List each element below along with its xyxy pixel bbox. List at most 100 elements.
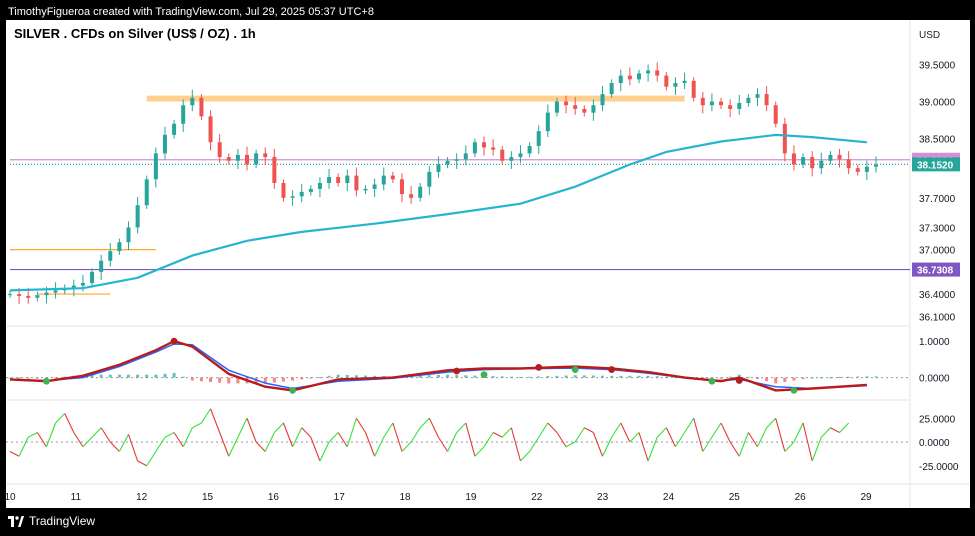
- macd-cross-dot[interactable]: [790, 386, 798, 394]
- candle-body[interactable]: [135, 205, 140, 228]
- candle-body[interactable]: [655, 70, 660, 76]
- candle-body[interactable]: [90, 271, 95, 283]
- candle-body[interactable]: [117, 242, 122, 252]
- candle-body[interactable]: [190, 97, 195, 106]
- candle-body[interactable]: [855, 168, 860, 172]
- candle-body[interactable]: [290, 196, 295, 198]
- candle-body[interactable]: [281, 183, 286, 198]
- candle-body[interactable]: [17, 294, 22, 296]
- candle-body[interactable]: [8, 294, 12, 296]
- candle-body[interactable]: [491, 147, 496, 150]
- candle-body[interactable]: [381, 175, 386, 185]
- candle-body[interactable]: [518, 153, 523, 158]
- macd-cross-dot[interactable]: [608, 366, 616, 373]
- candle-body[interactable]: [709, 101, 714, 106]
- price-pane[interactable]: [8, 62, 910, 305]
- candle-body[interactable]: [682, 80, 687, 84]
- candle-body[interactable]: [245, 154, 250, 165]
- candle-body[interactable]: [819, 160, 824, 169]
- candle-body[interactable]: [80, 282, 85, 286]
- candle-body[interactable]: [126, 227, 131, 243]
- macd-cross-dot[interactable]: [170, 337, 178, 345]
- candle-body[interactable]: [345, 175, 350, 183]
- candle-body[interactable]: [846, 159, 851, 169]
- candle-body[interactable]: [226, 157, 231, 161]
- candle-body[interactable]: [764, 94, 769, 106]
- macd-cross-dot[interactable]: [289, 386, 296, 394]
- macd-cross-dot[interactable]: [480, 371, 488, 379]
- candle-body[interactable]: [263, 153, 268, 158]
- candle-body[interactable]: [728, 105, 733, 109]
- candle-body[interactable]: [436, 164, 441, 172]
- candle-body[interactable]: [299, 191, 304, 197]
- candle-body[interactable]: [500, 149, 505, 161]
- tradingview-logo[interactable]: TradingView: [8, 514, 95, 528]
- candle-body[interactable]: [527, 145, 532, 154]
- candle-body[interactable]: [363, 188, 368, 191]
- candle-body[interactable]: [472, 142, 477, 154]
- candle-body[interactable]: [591, 105, 596, 113]
- candle-body[interactable]: [454, 159, 459, 161]
- candle-body[interactable]: [272, 157, 277, 183]
- candle-body[interactable]: [536, 131, 541, 146]
- candle-body[interactable]: [874, 164, 878, 167]
- oscillator-pane[interactable]: [6, 408, 910, 467]
- macd-line[interactable]: [9, 339, 867, 392]
- candle-body[interactable]: [810, 157, 815, 169]
- candle-body[interactable]: [627, 75, 632, 80]
- candle-body[interactable]: [35, 295, 40, 298]
- candle-body[interactable]: [336, 177, 341, 183]
- candle-body[interactable]: [409, 194, 414, 198]
- candle-body[interactable]: [554, 101, 559, 113]
- candle-body[interactable]: [53, 290, 58, 293]
- candle-body[interactable]: [482, 142, 487, 148]
- candle-body[interactable]: [573, 105, 578, 109]
- candle-body[interactable]: [26, 295, 31, 298]
- candle-body[interactable]: [354, 175, 359, 191]
- candle-body[interactable]: [646, 70, 651, 74]
- candle-body[interactable]: [801, 157, 806, 165]
- macd-cross-dot[interactable]: [453, 367, 461, 375]
- candle-body[interactable]: [463, 153, 468, 160]
- candle-body[interactable]: [791, 153, 796, 165]
- candle-body[interactable]: [399, 179, 404, 195]
- chart-area[interactable]: SILVER . CFDs on Silver (US$ / OZ) . 1h …: [4, 20, 970, 508]
- candle-body[interactable]: [673, 83, 678, 87]
- candle-body[interactable]: [390, 175, 395, 180]
- candle-body[interactable]: [582, 108, 587, 113]
- candle-body[interactable]: [445, 160, 450, 165]
- candle-body[interactable]: [172, 123, 177, 135]
- candle-body[interactable]: [235, 154, 240, 161]
- candle-body[interactable]: [719, 101, 724, 106]
- candle-body[interactable]: [737, 103, 742, 109]
- candle-body[interactable]: [308, 188, 313, 192]
- candle-body[interactable]: [618, 75, 623, 84]
- candle-body[interactable]: [509, 157, 514, 161]
- candle-body[interactable]: [837, 154, 842, 160]
- candle-body[interactable]: [181, 105, 186, 124]
- candle-body[interactable]: [71, 285, 76, 289]
- candle-body[interactable]: [755, 94, 760, 98]
- macd-cross-dot[interactable]: [735, 377, 743, 384]
- macd-pane[interactable]: [6, 337, 910, 394]
- candle-body[interactable]: [208, 116, 213, 143]
- candle-body[interactable]: [254, 153, 259, 165]
- candle-body[interactable]: [153, 153, 158, 180]
- candle-body[interactable]: [609, 83, 614, 95]
- candle-body[interactable]: [664, 75, 669, 87]
- candle-body[interactable]: [372, 184, 377, 189]
- candle-body[interactable]: [162, 134, 167, 154]
- candle-body[interactable]: [327, 177, 332, 183]
- macd-cross-dot[interactable]: [708, 377, 716, 385]
- candle-body[interactable]: [427, 171, 432, 187]
- candle-body[interactable]: [564, 101, 569, 106]
- macd-cross-dot[interactable]: [571, 366, 579, 373]
- macd-cross-dot[interactable]: [535, 363, 543, 371]
- candle-body[interactable]: [746, 97, 751, 104]
- candle-body[interactable]: [636, 73, 641, 80]
- candle-body[interactable]: [44, 292, 49, 296]
- candle-body[interactable]: [691, 80, 696, 98]
- macd-cross-dot[interactable]: [43, 377, 50, 385]
- moving-average-line[interactable]: [9, 133, 868, 292]
- chart-svg[interactable]: SILVER . CFDs on Silver (US$ / OZ) . 1h …: [4, 20, 970, 508]
